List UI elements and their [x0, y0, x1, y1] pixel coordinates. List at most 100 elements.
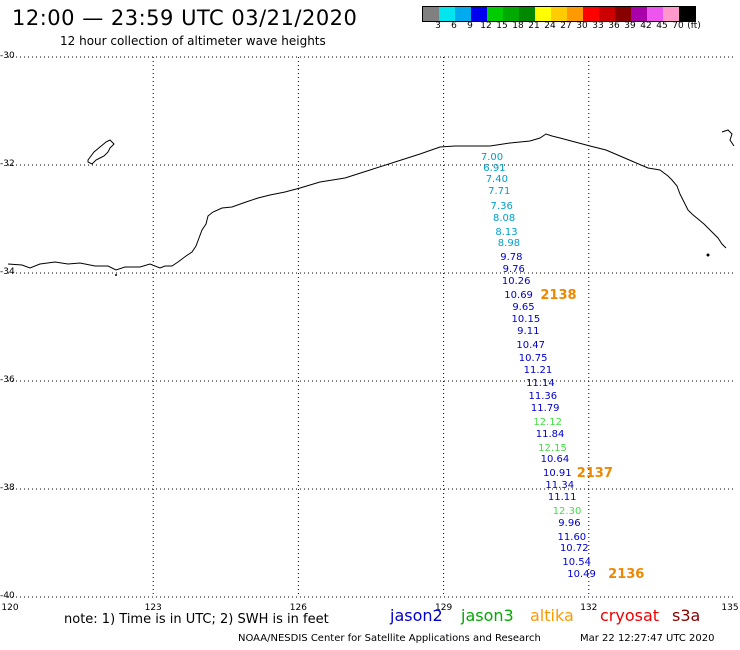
legend-s3a: s3a: [672, 606, 701, 625]
scale-swatch: [599, 7, 615, 21]
wave-height-value: 7.00: [480, 151, 504, 163]
wave-height-value: 7.36: [490, 200, 513, 212]
wave-height-value: 9.76: [502, 264, 525, 276]
scale-swatch: [487, 7, 503, 21]
wave-height-value: 8.13: [495, 226, 518, 238]
wave-height-value: 10.91: [543, 467, 572, 479]
scale-label: (ft): [687, 21, 701, 31]
note-text: note: 1) Time is in UTC; 2) SWH is in fe…: [64, 612, 329, 627]
longitude-label: 123: [144, 603, 162, 613]
wave-height-value: 11.11: [547, 492, 577, 504]
wave-height-value: 11.34: [545, 480, 575, 492]
latitude-label: -38: [0, 483, 15, 493]
wave-height-value: 10.15: [511, 313, 541, 325]
latitude-label: -30: [0, 51, 15, 61]
wave-height-value: 11.21: [523, 365, 553, 377]
wave-height-value: 8.08: [492, 213, 516, 224]
scale-swatch: [647, 7, 663, 21]
scale-label: 15: [496, 21, 508, 31]
scale-label: 12: [480, 21, 492, 31]
wave-height-value: 10.69: [504, 289, 533, 301]
legend-cryosat: cryosat: [600, 606, 660, 625]
wave-height-value: 10.49: [567, 569, 596, 581]
latitude-label: -36: [0, 375, 15, 385]
wave-height-value: 10.26: [501, 276, 531, 288]
scale-swatch: [455, 7, 471, 21]
scale-swatch: [423, 7, 439, 21]
map-subtitle: 12 hour collection of altimeter wave hei…: [60, 34, 326, 48]
scale-label: 42: [640, 21, 652, 31]
wave-height-value: 11.14: [526, 377, 555, 389]
scale-swatch: [503, 7, 519, 21]
legend-jason3: jason3: [461, 606, 514, 625]
scale-label: 33: [592, 21, 604, 31]
scale-label: 39: [624, 21, 636, 31]
wave-height-value: 10.72: [559, 543, 589, 555]
pass-time-label: 2137: [576, 465, 613, 481]
scale-swatch: [567, 7, 583, 21]
pass-time-label: 2138: [540, 287, 577, 303]
color-scale: [422, 6, 696, 22]
scale-label: 9: [467, 21, 473, 31]
wave-height-value: 7.40: [485, 173, 508, 185]
island-dot: [115, 274, 117, 276]
wave-height-value: 10.64: [540, 454, 570, 466]
longitude-label: 132: [580, 603, 598, 613]
scale-label: 70: [672, 21, 684, 31]
legend-altika: altika: [530, 606, 574, 625]
scale-swatch: [471, 7, 487, 21]
pass-time-label: 2136: [608, 567, 645, 583]
scale-swatch: [679, 7, 695, 21]
wave-height-value: 9.78: [500, 251, 523, 263]
wave-height-value: 11.79: [530, 403, 560, 415]
wave-height-value: 12.30: [552, 505, 582, 517]
scale-swatch: [439, 7, 455, 21]
wave-height-value: 6.91: [483, 162, 506, 174]
scale-label: 6: [451, 21, 457, 31]
footer-timestamp: Mar 22 12:27:47 UTC 2020: [580, 633, 715, 644]
longitude-label: 126: [289, 603, 307, 613]
wave-height-value: 12.15: [538, 442, 567, 454]
graticule-grid: [8, 56, 734, 598]
coastline: [7, 133, 727, 271]
map-title: 12:00 — 23:59 UTC 03/21/2020: [12, 6, 358, 30]
footer-credit: NOAA/NESDIS Center for Satellite Applica…: [238, 633, 541, 644]
latitude-label: -40: [0, 591, 15, 601]
scale-label: 30: [576, 21, 588, 31]
wave-height-value: 11.60: [557, 531, 587, 543]
legend-jason2: jason2: [390, 606, 443, 625]
wave-height-value: 9.96: [558, 518, 581, 530]
island-dot: [706, 253, 710, 257]
scale-label: 24: [544, 21, 556, 31]
scale-swatch: [535, 7, 551, 21]
longitude-label: 135: [721, 603, 739, 613]
scale-swatch: [631, 7, 647, 21]
wave-height-value: 11.36: [528, 391, 558, 403]
scale-swatch: [519, 7, 535, 21]
scale-swatch: [583, 7, 599, 21]
wave-height-value: 8.98: [497, 238, 521, 250]
wave-height-value: 9.11: [517, 326, 540, 338]
wave-height-value: 10.47: [516, 339, 546, 351]
scale-label: 3: [435, 21, 441, 31]
scale-label: 21: [528, 21, 540, 31]
scale-swatch: [551, 7, 567, 21]
scale-swatch: [663, 7, 679, 21]
scale-label: 45: [656, 21, 668, 31]
latitude-label: -32: [0, 159, 15, 169]
scale-swatch: [615, 7, 631, 21]
wave-height-value: 11.84: [535, 429, 565, 440]
scale-label: 27: [560, 21, 572, 31]
longitude-label: 120: [1, 603, 19, 613]
longitude-label: 129: [435, 603, 453, 613]
latitude-label: -34: [0, 267, 15, 277]
wave-height-value: 10.75: [518, 353, 548, 365]
wave-height-value: 7.71: [488, 186, 511, 197]
island-outline: [87, 139, 115, 165]
coast-fragment-east: [721, 129, 735, 147]
scale-label: 36: [608, 21, 620, 31]
wave-height-value: 10.54: [562, 556, 592, 568]
wave-height-value: 12.12: [533, 416, 562, 428]
wave-height-value: 9.65: [512, 302, 535, 314]
